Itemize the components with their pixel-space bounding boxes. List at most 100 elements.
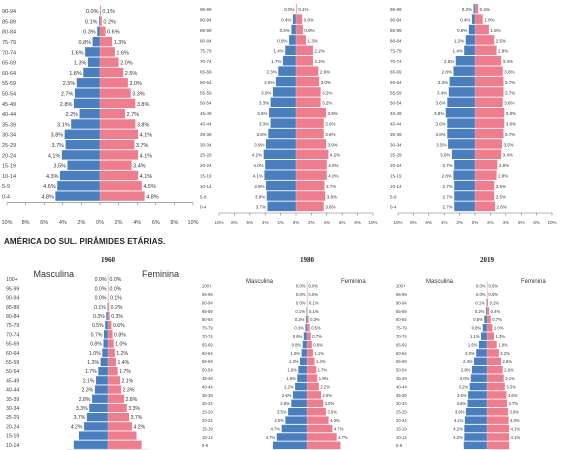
male-bar [275,76,296,87]
male-value-label: 2.0% [465,351,475,356]
male-bar [104,330,108,339]
male-value-label: 2.8% [442,70,452,75]
pyramid-title: 1960 [101,256,116,264]
male-value-label: 2.6% [282,393,292,398]
female-value-label: 4.1% [140,153,153,159]
male-bar [301,349,307,357]
female-bar [475,191,495,201]
male-bar [481,332,487,340]
age-group-label: 25-29 [2,143,16,149]
male-bar [484,315,487,324]
female-bar [108,302,110,311]
male-value-label: 1.7% [85,369,97,375]
male-bar [67,160,100,170]
female-value-label: 4.1% [511,435,521,440]
age-group-label: 15-19 [2,164,16,170]
male-bar [92,36,100,47]
male-value-label: 2.3% [267,70,277,75]
age-group-label: 75-79 [396,326,407,331]
female-bar [307,298,308,307]
male-value-label: 0.0% [95,277,107,283]
male-bar [60,170,100,181]
male-bar [288,408,307,416]
female-value-label: 2.5% [496,184,506,189]
male-bar [465,408,487,416]
male-bar [103,339,108,348]
female-value-label: 0.1% [309,309,319,314]
pyramid-group: 1960MasculinaFeminina0-45-910-1415-1920-… [6,256,179,450]
male-bar [455,56,475,66]
age-group-label: 45-49 [2,102,16,108]
male-value-label: 4.1% [48,153,61,159]
female-bar [475,170,497,180]
male-value-label: 3.3% [76,406,88,412]
male-value-label: 2.3% [82,388,94,394]
age-group-label: 60-64 [390,80,402,85]
male-value-label: 4.7% [271,426,281,431]
female-bar [475,4,479,14]
male-value-label: 3.0% [460,376,470,381]
age-group-label: 20-24 [390,163,402,168]
female-bar [296,66,319,76]
male-bar [92,394,108,403]
female-bar [296,170,327,180]
pyramid-chart-1960: 1960MasculinaFeminina0-45-910-1415-1920-… [6,256,179,450]
x-tick-label: 2% [487,220,494,225]
male-bar [468,391,487,399]
female-value-label: 0.0% [309,292,319,297]
female-bar [487,332,495,340]
age-group-label: 60-64 [396,351,407,356]
female-bar [100,160,132,170]
age-group-label: 45-49 [396,376,407,381]
male-bar [451,149,475,160]
male-value-label: 1.0% [291,351,301,356]
male-value-label: 0.8% [292,342,302,347]
male-bar [266,191,296,201]
female-value-label: 2.5% [496,38,506,43]
male-value-label: 3.7% [256,205,266,210]
male-value-label: 1.1% [470,334,480,339]
female-bar [296,160,327,170]
age-group-label: 70-74 [202,334,213,339]
female-bar [307,424,333,433]
male-bar [467,399,487,408]
female-value-label: 2.7% [127,112,140,118]
female-value-label: 0.0% [110,277,122,283]
male-bar [269,108,296,118]
age-group-label: 60-64 [202,351,213,356]
female-value-label: 0.4% [480,7,490,12]
male-bar [470,374,487,382]
male-bar [272,87,296,97]
male-bar [264,170,296,180]
age-group-label: 20-24 [200,163,212,168]
male-value-label: 2.1% [83,378,95,384]
male-value-label: 0.0% [296,300,306,305]
male-value-label: 2.7% [442,184,452,189]
male-bar [83,67,100,78]
male-bar [73,98,100,109]
female-bar [475,180,495,191]
female-bar [296,201,324,212]
female-value-label: 4.1% [511,426,521,431]
female-value-label: 2.2% [320,384,330,389]
male-value-label: 0.1% [85,19,98,25]
male-value-label: 2.8% [60,102,73,108]
age-group-label: 5-9 [2,184,10,190]
x-tick-label: 4% [133,220,141,226]
female-bar [108,330,113,339]
male-value-label: 3.5% [53,164,66,170]
female-bar [307,340,312,349]
female-value-label: 3.8% [327,194,337,199]
age-group-label: 70-74 [390,59,402,64]
female-bar [100,129,139,139]
age-group-label: 45-49 [200,111,212,116]
female-value-label: 1.3% [308,38,318,43]
female-bar [307,416,329,424]
age-group-label: 5-9 [390,194,397,199]
male-value-label: 1.3% [74,61,87,67]
male-bar [454,191,475,201]
age-group-label: 45-49 [390,111,402,116]
female-bar [108,394,124,403]
male-bar [465,35,475,45]
female-value-label: 0.3% [111,314,123,320]
